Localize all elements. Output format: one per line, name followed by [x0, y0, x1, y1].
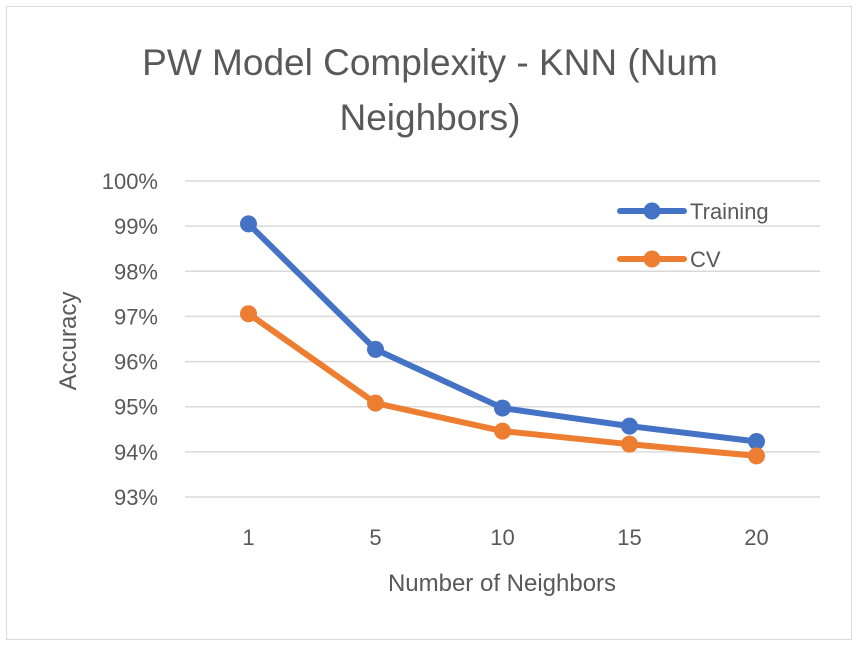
- data-point-cv: [494, 422, 511, 440]
- data-point-cv: [367, 394, 384, 412]
- x-tick-label: 20: [744, 525, 768, 550]
- y-tick-label: 95%: [114, 395, 158, 420]
- chart-frame: [6, 6, 852, 640]
- y-tick-labels: 93% 94% 95% 96% 97% 98% 99% 100%: [102, 169, 158, 510]
- data-point-training: [621, 417, 638, 435]
- x-tick-label: 10: [490, 525, 514, 550]
- data-point-training: [240, 215, 257, 233]
- y-axis-title: Accuracy: [55, 292, 82, 391]
- data-point-training: [494, 399, 511, 417]
- x-axis-title: Number of Neighbors: [388, 570, 616, 597]
- legend-label-cv: CV: [690, 247, 721, 272]
- x-tick-label: 1: [242, 525, 254, 550]
- y-tick-label: 96%: [114, 350, 158, 375]
- x-tick-label: 5: [369, 525, 381, 550]
- data-point-training: [748, 432, 765, 450]
- legend-marker-training: [643, 202, 661, 220]
- data-point-cv: [240, 305, 257, 323]
- x-tick-label: 15: [617, 525, 641, 550]
- data-point-cv: [748, 447, 765, 465]
- legend: Training CV: [617, 199, 769, 272]
- y-tick-label: 97%: [114, 304, 158, 329]
- chart-title-line-2: Neighbors): [340, 97, 521, 138]
- data-point-training: [367, 340, 384, 358]
- y-tick-label: 93%: [114, 485, 158, 510]
- series-lines: [240, 215, 765, 465]
- y-tick-label: 98%: [114, 259, 158, 284]
- x-tick-labels: 1 5 10 15 20: [242, 525, 768, 550]
- legend-label-training: Training: [690, 199, 769, 224]
- y-tick-label: 99%: [114, 214, 158, 239]
- y-tick-label: 94%: [114, 440, 158, 465]
- data-point-cv: [621, 435, 638, 453]
- chart-title-line-1: PW Model Complexity - KNN (Num: [142, 42, 718, 83]
- legend-marker-cv: [643, 250, 661, 268]
- y-tick-label: 100%: [102, 169, 158, 194]
